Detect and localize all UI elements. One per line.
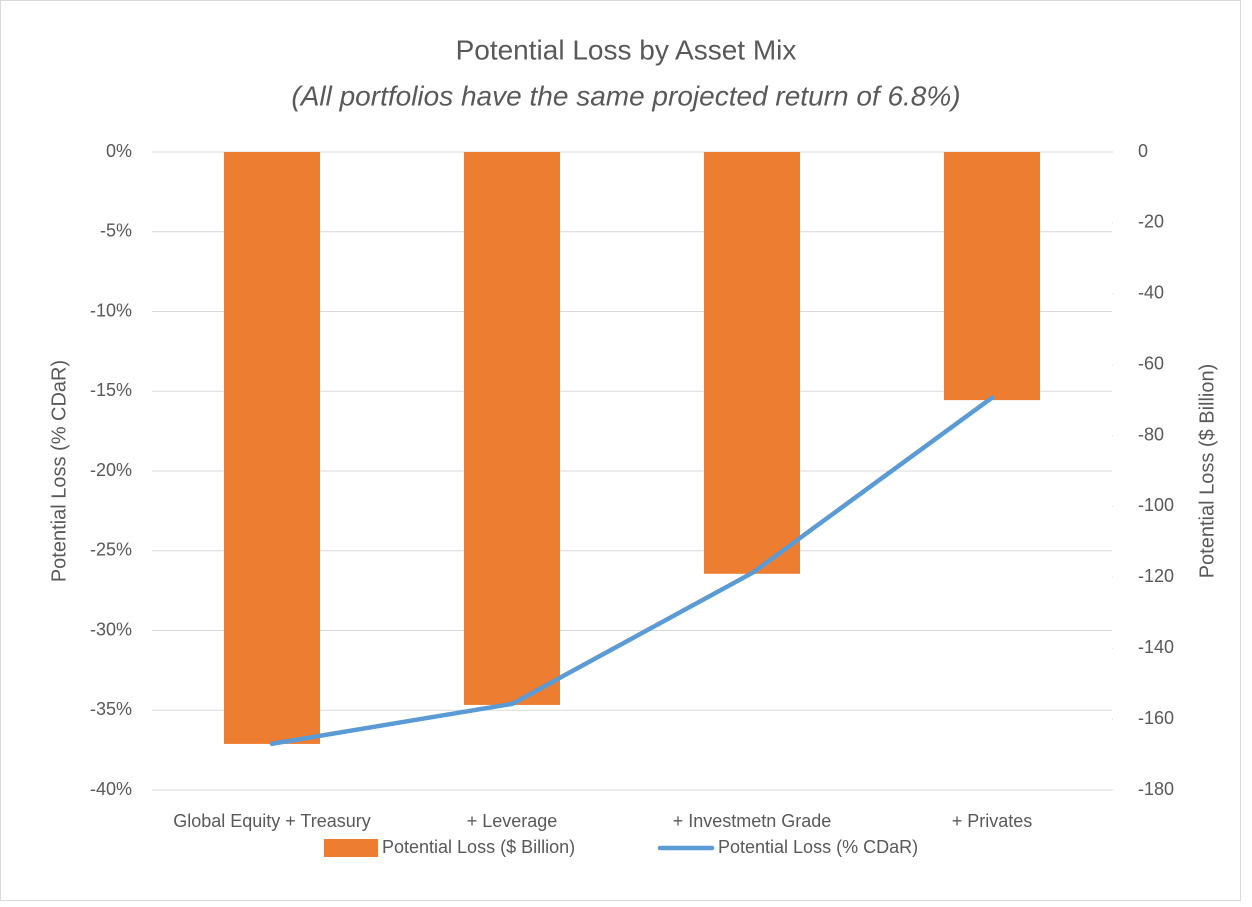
y2-tick-label: -80 — [1138, 424, 1164, 444]
y2-tick-label: -100 — [1138, 495, 1174, 515]
y2-tick-label: -180 — [1138, 779, 1174, 799]
y-tick-label: -25% — [90, 540, 132, 560]
legend-label: Potential Loss ($ Billion) — [382, 837, 575, 857]
x-tick-label: + Privates — [952, 811, 1033, 831]
y2-tick-label: -160 — [1138, 708, 1174, 728]
y2-tick-label: -60 — [1138, 353, 1164, 373]
bar — [944, 152, 1040, 401]
y2-tick-label: -140 — [1138, 637, 1174, 657]
line — [269, 395, 995, 746]
y2-tick-label: -120 — [1138, 566, 1174, 586]
y-tick-label: -10% — [90, 300, 132, 320]
x-tick-label: Global Equity + Treasury — [173, 811, 371, 831]
y-axis-label: Potential Loss (% CDaR) — [48, 360, 70, 582]
chart-title: Potential Loss by Asset Mix — [456, 34, 797, 65]
y2-axis-label: Potential Loss ($ Billion) — [1196, 364, 1218, 579]
y-tick-label: -15% — [90, 380, 132, 400]
y2-tick-label: -40 — [1138, 283, 1164, 303]
bar — [704, 152, 800, 574]
x-tick-label: + Leverage — [467, 811, 558, 831]
bar — [464, 152, 560, 705]
y-tick-label: -40% — [90, 779, 132, 799]
y2-tick-label: 0 — [1138, 141, 1148, 161]
y-tick-label: -5% — [100, 221, 132, 241]
legend-label: Potential Loss (% CDaR) — [718, 837, 918, 857]
y-tick-label: 0% — [106, 141, 132, 161]
y-tick-label: -35% — [90, 699, 132, 719]
chart-subtitle: (All portfolios have the same projected … — [291, 80, 960, 111]
y-tick-label: -30% — [90, 619, 132, 639]
y2-tick-label: -20 — [1138, 212, 1164, 232]
legend-swatch — [324, 839, 378, 857]
x-tick-label: + Investmetn Grade — [673, 811, 832, 831]
y-tick-label: -20% — [90, 460, 132, 480]
bar — [224, 152, 320, 744]
